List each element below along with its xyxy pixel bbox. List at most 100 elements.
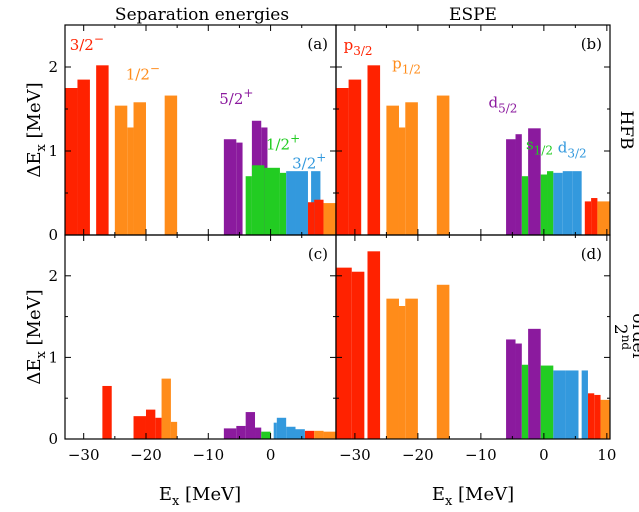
- bar: [336, 88, 349, 235]
- bar: [581, 370, 588, 439]
- bar: [96, 65, 109, 235]
- y-tick-label: 0: [48, 430, 58, 448]
- bar: [398, 305, 406, 439]
- bar: [398, 127, 406, 235]
- column-title-right: ESPE: [449, 5, 497, 25]
- axis-labels: ΔEx [MeV] ΔEx [MeV] Ex [MeV] Ex [MeV] HFB 2nd…: [24, 82, 639, 509]
- x-tick-label: −30: [339, 446, 371, 464]
- y-axis-label-bottom: ΔEx [MeV]: [24, 289, 49, 384]
- bar: [565, 370, 579, 439]
- bar: [540, 174, 548, 235]
- bar: [307, 202, 315, 235]
- bar: [553, 370, 566, 439]
- bar: [521, 176, 529, 235]
- bar: [515, 343, 522, 439]
- bar: [236, 142, 243, 235]
- panel-letter: (d): [581, 245, 602, 263]
- bar: [348, 79, 362, 235]
- column-title-left: Separation energies: [115, 5, 289, 25]
- x-axis-label-right: Ex [MeV]: [432, 484, 514, 509]
- bar: [314, 199, 324, 235]
- y-tick-label: 2: [48, 267, 58, 285]
- bar: [133, 102, 146, 235]
- bar: [314, 430, 324, 439]
- x-tick-label: −20: [402, 446, 434, 464]
- bar: [295, 429, 305, 439]
- series-label: 3/2+: [292, 151, 326, 173]
- bar: [572, 171, 582, 235]
- bar: [386, 105, 399, 235]
- y-axis-label-top: ΔEx [MeV]: [24, 82, 49, 177]
- x-tick-label: −30: [68, 446, 100, 464]
- bar: [436, 284, 450, 439]
- bar: [279, 172, 287, 235]
- x-tick-label: 0: [266, 446, 276, 464]
- series-label: s1/2: [526, 135, 553, 157]
- bar: [223, 428, 237, 439]
- series-label: p3/2: [344, 36, 373, 58]
- bar: [597, 201, 610, 235]
- bar: [127, 127, 134, 235]
- bar: [236, 425, 246, 439]
- bar: [245, 412, 256, 439]
- bar: [65, 88, 78, 235]
- bar: [436, 95, 450, 235]
- x-tick-label: −10: [192, 446, 224, 464]
- panel-letter: (c): [308, 245, 328, 263]
- bar: [323, 431, 336, 439]
- bar: [155, 417, 162, 439]
- bars: [336, 65, 610, 235]
- x-tick-label: −20: [130, 446, 162, 464]
- series-label: p1/2: [392, 55, 421, 77]
- bar: [405, 102, 418, 235]
- series-label: d5/2: [488, 93, 517, 115]
- bar: [336, 267, 352, 439]
- x-axis-label-left: Ex [MeV]: [159, 484, 241, 509]
- bar: [367, 251, 381, 439]
- series-label: 5/2+: [219, 86, 253, 108]
- panel-letter: (a): [307, 35, 328, 53]
- bar: [584, 201, 592, 235]
- x-tick-label: 10: [597, 446, 616, 464]
- bar: [133, 416, 146, 439]
- bars: [102, 378, 336, 439]
- bar: [304, 430, 315, 439]
- series-label: 1/2−: [126, 62, 160, 84]
- bar: [77, 79, 90, 235]
- bar: [255, 427, 262, 439]
- bar: [261, 431, 271, 439]
- panel-letter: (b): [581, 35, 602, 53]
- bar: [164, 95, 178, 235]
- bar: [286, 171, 296, 235]
- bar: [600, 399, 610, 439]
- bar: [506, 339, 516, 439]
- bar: [223, 139, 237, 235]
- bar: [528, 128, 541, 235]
- row-title-bottom-second: order: [628, 313, 639, 361]
- y-tick-label: 2: [48, 58, 58, 76]
- bar: [386, 298, 399, 439]
- bar: [587, 393, 595, 439]
- bar: [367, 65, 381, 235]
- bar: [515, 134, 522, 235]
- bar: [251, 165, 265, 235]
- bar: [521, 364, 529, 439]
- panel-c: −30 −20 −10 0 0 1 2 (c): [48, 234, 337, 464]
- bar: [540, 365, 554, 439]
- bar: [170, 421, 178, 439]
- row-title-top: HFB: [616, 110, 636, 149]
- bar: [145, 409, 156, 439]
- bar: [351, 271, 365, 439]
- x-tick-label: 0: [539, 446, 549, 464]
- bar: [286, 426, 296, 439]
- bar: [547, 171, 554, 235]
- series-label: d3/2: [558, 139, 587, 161]
- row-title-bottom: 2nd: [610, 324, 633, 351]
- plot-layer: 0 1 2 (a) 3/2− 1/2− 5/2+ 1/2+3/2+ (b) p3/2 p1/2 d5/…: [48, 24, 616, 464]
- bar: [245, 176, 252, 235]
- bar: [553, 172, 563, 235]
- bar: [276, 417, 287, 439]
- bar: [102, 385, 112, 439]
- bars: [65, 65, 336, 235]
